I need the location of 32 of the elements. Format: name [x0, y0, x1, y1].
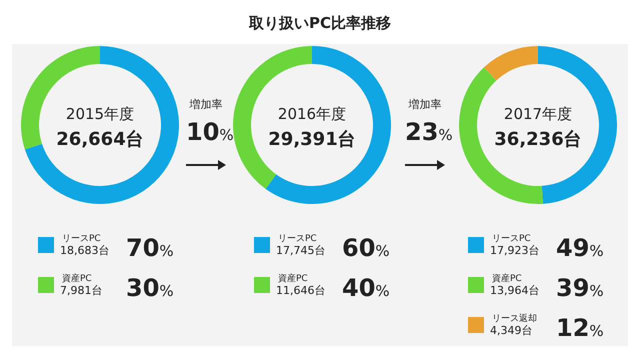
- text: 17,745台: [276, 244, 326, 257]
- text: 17,923台: [490, 244, 540, 257]
- legend-label: 資産PC: [62, 273, 92, 284]
- legend-label: リースPC: [62, 234, 101, 244]
- text: 18,683台: [60, 244, 110, 257]
- text: 増加率: [408, 98, 442, 111]
- text: 取り扱いPC比率推移: [248, 14, 392, 32]
- text: 増加率: [188, 98, 222, 111]
- text: 2016年度: [278, 105, 346, 123]
- text: 11,646台: [276, 284, 326, 297]
- data-label: 12%: [556, 314, 604, 342]
- data-label: 49%: [556, 234, 604, 262]
- data-label: 39%: [556, 274, 604, 302]
- text: 29,391台: [268, 129, 356, 150]
- text: 26,664台: [56, 129, 144, 150]
- legend-label: リースPC: [278, 234, 317, 244]
- data-label: 30%: [126, 274, 174, 302]
- legend-label: リース返却: [492, 313, 537, 324]
- text: 36,236台: [494, 129, 582, 150]
- text: 2015年度: [66, 105, 134, 123]
- data-label: 70%: [126, 234, 174, 262]
- text: 7,981台: [60, 284, 102, 297]
- legend-label: リースPC: [492, 234, 531, 244]
- text: 4,349台: [490, 324, 532, 337]
- text: 23%: [405, 118, 453, 146]
- data-label: 60%: [342, 234, 390, 262]
- text: 13,964台: [490, 284, 540, 297]
- legend-label: 資産PC: [278, 273, 308, 284]
- legend-label: 資産PC: [492, 273, 522, 284]
- data-label: 40%: [342, 274, 390, 302]
- text: 2017年度: [504, 105, 572, 123]
- text: 10%: [186, 118, 234, 146]
